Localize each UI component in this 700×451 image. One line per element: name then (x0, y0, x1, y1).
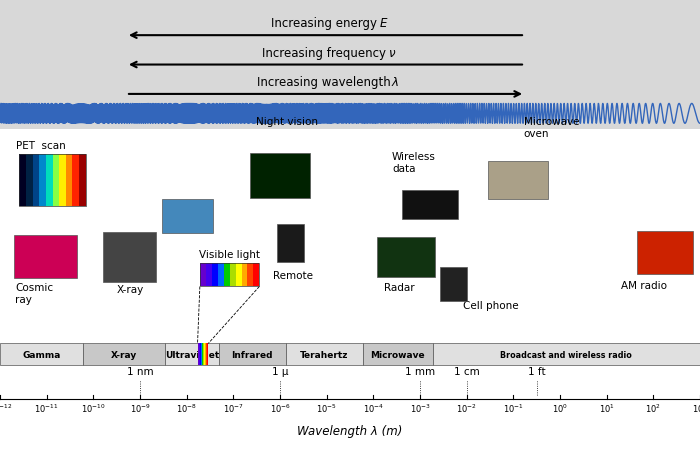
FancyBboxPatch shape (19, 154, 26, 207)
Text: $10^{0}$: $10^{0}$ (552, 401, 568, 414)
Text: $10^{-9}$: $10^{-9}$ (130, 401, 150, 414)
Text: $10^{-3}$: $10^{-3}$ (410, 401, 430, 414)
Text: Radar: Radar (384, 283, 414, 293)
FancyBboxPatch shape (489, 161, 547, 199)
FancyBboxPatch shape (253, 263, 260, 287)
Text: $10^{-4}$: $10^{-4}$ (363, 401, 384, 414)
Text: $10^{-7}$: $10^{-7}$ (223, 401, 244, 414)
FancyBboxPatch shape (199, 344, 201, 365)
Text: Microwave: Microwave (370, 350, 425, 359)
Text: Increasing frequency: Increasing frequency (262, 46, 389, 60)
Text: X-ray: X-ray (117, 284, 144, 294)
Text: Cosmic
ray: Cosmic ray (15, 283, 53, 304)
FancyBboxPatch shape (218, 263, 224, 287)
Text: $10^{-10}$: $10^{-10}$ (81, 401, 106, 414)
FancyBboxPatch shape (83, 344, 165, 365)
Text: 1 μ: 1 μ (272, 367, 288, 377)
FancyBboxPatch shape (219, 344, 286, 365)
FancyBboxPatch shape (79, 154, 85, 207)
FancyBboxPatch shape (286, 344, 363, 365)
Text: $10^{-11}$: $10^{-11}$ (34, 401, 59, 414)
FancyBboxPatch shape (202, 344, 203, 365)
FancyBboxPatch shape (14, 235, 77, 278)
Text: Increasing wavelength: Increasing wavelength (257, 76, 394, 89)
FancyBboxPatch shape (66, 154, 73, 207)
FancyBboxPatch shape (207, 344, 209, 365)
Text: AM radio: AM radio (621, 281, 667, 290)
Text: 1 ft: 1 ft (528, 367, 545, 377)
FancyBboxPatch shape (52, 154, 59, 207)
FancyBboxPatch shape (165, 344, 219, 365)
FancyBboxPatch shape (162, 199, 213, 233)
FancyBboxPatch shape (377, 237, 435, 277)
FancyBboxPatch shape (224, 263, 230, 287)
FancyBboxPatch shape (276, 224, 304, 262)
Text: Remote: Remote (272, 271, 313, 281)
FancyBboxPatch shape (212, 263, 218, 287)
FancyBboxPatch shape (402, 190, 458, 220)
FancyBboxPatch shape (248, 263, 253, 287)
Text: 1 cm: 1 cm (454, 367, 480, 377)
Text: $10^{-2}$: $10^{-2}$ (456, 401, 477, 414)
FancyBboxPatch shape (201, 344, 202, 365)
Text: Wireless
data: Wireless data (392, 152, 436, 174)
Text: $10^{-12}$: $10^{-12}$ (0, 401, 13, 414)
FancyBboxPatch shape (637, 231, 693, 274)
FancyBboxPatch shape (203, 344, 204, 365)
FancyBboxPatch shape (230, 263, 235, 287)
Text: Infrared: Infrared (232, 350, 273, 359)
Text: Visible light: Visible light (199, 250, 260, 260)
FancyBboxPatch shape (206, 263, 212, 287)
FancyBboxPatch shape (241, 263, 248, 287)
Text: E: E (379, 17, 387, 30)
FancyBboxPatch shape (0, 344, 83, 365)
Text: $10^{-6}$: $10^{-6}$ (270, 401, 290, 414)
Text: Cell phone: Cell phone (463, 300, 519, 310)
FancyBboxPatch shape (204, 344, 205, 365)
Text: Broadcast and wireless radio: Broadcast and wireless radio (500, 350, 632, 359)
FancyBboxPatch shape (440, 267, 467, 301)
Text: Night vision: Night vision (256, 117, 318, 127)
Text: PET  scan: PET scan (15, 141, 66, 151)
Text: Wavelength λ (m): Wavelength λ (m) (298, 424, 402, 437)
Text: Dental
curing: Dental curing (174, 199, 208, 221)
Text: 1 nm: 1 nm (127, 367, 153, 377)
Text: λ: λ (392, 76, 399, 89)
FancyBboxPatch shape (46, 154, 52, 207)
FancyBboxPatch shape (26, 154, 32, 207)
Text: X-ray: X-ray (111, 350, 137, 359)
FancyBboxPatch shape (39, 154, 46, 207)
FancyBboxPatch shape (73, 154, 79, 207)
Text: Gamma: Gamma (22, 350, 60, 359)
Text: $10^{-8}$: $10^{-8}$ (176, 401, 197, 414)
Text: Terahertz: Terahertz (300, 350, 349, 359)
FancyBboxPatch shape (32, 154, 39, 207)
Text: $10^{1}$: $10^{1}$ (598, 401, 615, 414)
Text: 1 mm: 1 mm (405, 367, 435, 377)
FancyBboxPatch shape (235, 263, 241, 287)
Text: $10^{-5}$: $10^{-5}$ (316, 401, 337, 414)
FancyBboxPatch shape (104, 232, 155, 282)
FancyBboxPatch shape (0, 0, 700, 130)
Text: $10^{3}$: $10^{3}$ (692, 401, 700, 414)
Text: Increasing energy: Increasing energy (271, 17, 380, 30)
FancyBboxPatch shape (433, 344, 700, 365)
Text: $10^{-1}$: $10^{-1}$ (503, 401, 524, 414)
FancyBboxPatch shape (200, 263, 206, 287)
Text: Ultraviolet: Ultraviolet (165, 350, 219, 359)
FancyBboxPatch shape (197, 344, 199, 365)
Text: Microwave
oven: Microwave oven (524, 117, 579, 138)
FancyBboxPatch shape (59, 154, 66, 207)
FancyBboxPatch shape (251, 153, 310, 198)
Text: $10^{2}$: $10^{2}$ (645, 401, 661, 414)
FancyBboxPatch shape (205, 344, 206, 365)
Text: ν: ν (389, 46, 396, 60)
FancyBboxPatch shape (206, 344, 207, 365)
FancyBboxPatch shape (363, 344, 433, 365)
